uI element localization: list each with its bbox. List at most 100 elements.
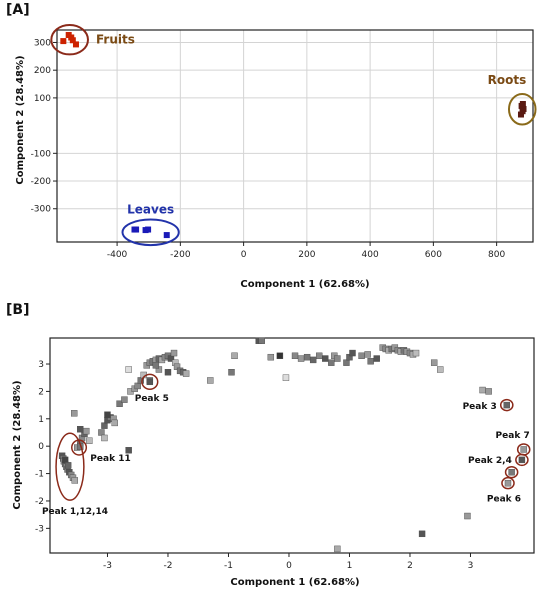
x-tick-label: -200: [170, 250, 191, 260]
x-tick-label: 1: [347, 561, 353, 571]
loading-point: [70, 410, 78, 417]
peak-labels-b: Peak 1,12,14 Peak 11 Peak 5 Peak 3 Peak 7 Pea…: [42, 394, 530, 517]
peak-rings-b: [55, 373, 531, 501]
plot-frame-b: [49, 337, 535, 554]
loading-point: [83, 427, 90, 435]
loading-point: [334, 545, 341, 553]
loading-point: [207, 377, 214, 384]
peak-ring: [499, 398, 514, 412]
peak-label: Peak 5: [135, 394, 169, 404]
y-tick-label: 300: [34, 38, 51, 48]
loading-point: [437, 366, 444, 373]
loading-point: [61, 456, 69, 464]
loading-point: [228, 369, 235, 376]
peak-label: Peak 3: [463, 402, 497, 412]
loading-point: [373, 355, 380, 362]
y-tick-label: -3: [35, 524, 44, 534]
loading-point: [364, 351, 371, 358]
loading-point: [152, 362, 160, 369]
point-fruits: [60, 38, 67, 45]
loading-point: [282, 374, 290, 381]
peak-label: Peak 6: [487, 495, 521, 505]
loading-point: [125, 447, 132, 454]
x-tick-label: 0: [286, 561, 292, 571]
loading-point: [86, 437, 93, 444]
x-tick-label: 3: [468, 561, 474, 571]
loading-point: [349, 349, 356, 357]
x-axis-title-b: Component 1 (62.68%): [230, 577, 359, 588]
y-tick-label: 200: [34, 66, 51, 76]
loading-point: [98, 429, 105, 436]
peak-label: Peak 7: [496, 431, 530, 441]
point-leaves: [133, 226, 140, 233]
x-ticks-a: -400 -200 0 200 400 600 800: [107, 242, 505, 260]
x-tick-label: 400: [362, 250, 379, 260]
point-roots: [517, 111, 524, 118]
loading-point: [297, 355, 305, 362]
x-tick-label: 0: [241, 250, 247, 260]
group-annotations-a: Fruits Leaves Roots: [50, 23, 537, 247]
peak-label: Peak 1,12,14: [42, 507, 108, 517]
y-tick-label: 2: [38, 387, 44, 397]
loading-point: [267, 353, 275, 361]
loading-point: [64, 462, 72, 469]
peak-ring: [501, 476, 515, 490]
x-tick-label: -2: [163, 561, 172, 571]
loading-point: [316, 352, 323, 360]
loading-point: [258, 337, 265, 344]
loading-point: [334, 355, 341, 362]
loading-point: [116, 400, 123, 407]
loading-point: [479, 386, 486, 394]
loading-point: [328, 359, 335, 366]
loading-point: [134, 382, 141, 390]
loading-point: [412, 349, 420, 357]
point-leaves: [145, 226, 152, 233]
loading-point: [367, 358, 374, 365]
x-tick-label: 600: [425, 250, 442, 260]
x-tick-label: -1: [224, 561, 233, 571]
y-tick-label: -100: [31, 149, 52, 159]
peak-ring: [141, 373, 159, 390]
y-axis-title-b: Component 2 (28.48%): [12, 380, 23, 509]
x-ticks-b: -3 -2 -1 0 1 2 3: [103, 553, 473, 571]
loading-point: [309, 356, 317, 364]
point-roots: [520, 105, 527, 112]
loading-point: [111, 419, 118, 427]
roots-label: Roots: [488, 73, 527, 87]
loading-point: [322, 355, 329, 362]
grid-a: [57, 30, 533, 242]
x-axis-title-a: Component 1 (62.68%): [240, 279, 369, 290]
loading-point: [170, 349, 178, 357]
y-tick-label: -2: [35, 497, 44, 507]
loading-point: [104, 411, 111, 418]
fruits-label: Fruits: [96, 33, 135, 47]
loading-point: [164, 369, 172, 376]
x-tick-label: 200: [298, 250, 315, 260]
peak-label: Peak 11: [90, 454, 130, 464]
x-tick-label: 2: [407, 561, 413, 571]
panel-b-label: [B]: [6, 302, 30, 318]
point-roots: [519, 100, 526, 107]
loading-point: [464, 512, 471, 520]
loading-point: [77, 426, 84, 433]
loading-point: [71, 477, 79, 484]
loading-point: [101, 422, 108, 429]
loading-point: [125, 366, 132, 373]
y-ticks-b: -3 -2 -1 0 1 2 3: [35, 360, 50, 534]
peak-ring: [504, 465, 519, 479]
peak-ring: [515, 453, 529, 467]
loading-point: [503, 401, 510, 409]
loading-point: [520, 446, 527, 453]
loading-point: [430, 359, 438, 366]
x-tick-label: -3: [103, 561, 112, 571]
y-ticks-a: -300 -200 -100 100 200 300: [31, 38, 57, 215]
loading-point: [291, 352, 299, 360]
y-tick-label: -200: [31, 177, 52, 187]
pca-chart-a: -400 -200 0 200 400 600 800 -300 -200 -100 100 200…: [15, 23, 537, 290]
plot-frame-a: [56, 29, 534, 243]
loading-point: [101, 434, 108, 442]
points-a: [60, 31, 527, 239]
loading-point: [303, 353, 311, 361]
y-tick-label: 3: [38, 360, 44, 370]
